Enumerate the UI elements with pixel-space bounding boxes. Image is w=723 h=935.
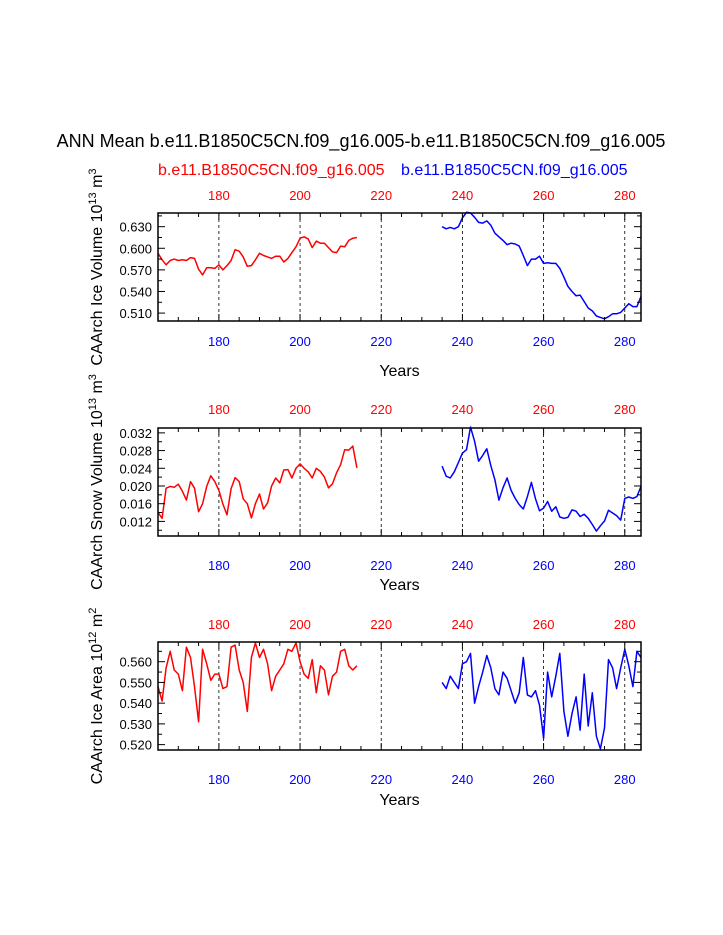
y-tick-label: 0.012 [119, 514, 152, 529]
x-tick-label-top: 280 [614, 402, 636, 417]
series-line-case2 [441, 426, 642, 532]
y-axis-label-part: 13 [87, 398, 99, 410]
y-tick-label: 0.032 [119, 426, 152, 441]
x-tick-label-top: 260 [533, 617, 555, 632]
y-tick-label: 0.540 [119, 284, 152, 299]
x-tick-label-top: 280 [614, 617, 636, 632]
y-axis-label-part: CAArch Ice Volume 10 [89, 204, 106, 365]
x-axis-label: Years [379, 577, 419, 594]
x-tick-label-bottom: 180 [208, 772, 230, 787]
x-tick-label-bottom: 200 [289, 772, 311, 787]
x-axis-label: Years [379, 363, 419, 380]
y-axis-label-part: m [89, 175, 106, 193]
y-axis-label-part: 3 [87, 168, 99, 174]
y-tick-label: 0.028 [119, 444, 152, 459]
plot-frame [157, 212, 642, 322]
y-axis-label-part: 3 [87, 374, 99, 380]
y-tick-label: 0.550 [119, 675, 152, 690]
x-tick-label-top: 240 [452, 402, 474, 417]
y-tick-label: 0.560 [119, 655, 152, 670]
y-tick-label: 0.016 [119, 497, 152, 512]
x-tick-label-bottom: 200 [289, 558, 311, 573]
y-tick-label: 0.024 [119, 461, 152, 476]
x-tick-label-top: 200 [289, 188, 311, 203]
series-line-case2 [441, 648, 642, 750]
x-tick-label-bottom: 180 [208, 558, 230, 573]
x-tick-label-top: 180 [208, 188, 230, 203]
y-axis-label: CAArch Ice Volume 1013 m3 [87, 168, 106, 365]
y-axis-label: CAArch Ice Area 1012 m2 [87, 608, 106, 785]
x-tick-label-bottom: 260 [533, 558, 555, 573]
x-tick-label-bottom: 280 [614, 558, 636, 573]
y-axis-label-part: 12 [87, 632, 99, 644]
x-tick-label-bottom: 220 [370, 558, 392, 573]
y-tick-label: 0.510 [119, 306, 152, 321]
x-tick-label-bottom: 200 [289, 334, 311, 349]
x-tick-label-bottom: 220 [370, 334, 392, 349]
x-tick-label-top: 220 [370, 188, 392, 203]
y-tick-label: 0.020 [119, 479, 152, 494]
x-tick-label-top: 180 [208, 617, 230, 632]
y-axis-label-part: CAArch Ice Area 10 [89, 644, 106, 785]
x-tick-label-top: 180 [208, 402, 230, 417]
x-tick-label-top: 260 [533, 402, 555, 417]
y-tick-label: 0.540 [119, 696, 152, 711]
legend-case1: b.e11.B1850C5CN.f09_g16.005 [158, 162, 385, 179]
y-axis-label-part: CAArch Snow Volume 10 [89, 410, 106, 590]
x-tick-label-bottom: 280 [614, 334, 636, 349]
panel-2: 180 180 200 200 220 220 240 240 260 260 280 280 0.01… [87, 374, 642, 594]
legend-case2: b.e11.B1850C5CN.f09_g16.005 [401, 162, 628, 179]
y-tick-label: 0.600 [119, 241, 152, 256]
plot-frame [157, 641, 642, 751]
panel-1: 180 180 200 200 220 220 240 240 260 260 280 280 0.51… [87, 168, 642, 380]
series-line-case1 [157, 445, 358, 520]
x-tick-label-top: 200 [289, 617, 311, 632]
y-axis-label-part: 2 [87, 608, 99, 614]
x-tick-label-top: 220 [370, 402, 392, 417]
x-tick-label-bottom: 240 [452, 334, 474, 349]
y-axis-label-part: 13 [87, 192, 99, 204]
y-tick-label: 0.530 [119, 717, 152, 732]
x-tick-label-bottom: 260 [533, 772, 555, 787]
series-line-case1 [157, 642, 358, 723]
y-axis-label-part: m [89, 380, 106, 398]
x-tick-label-bottom: 180 [208, 334, 230, 349]
y-tick-label: 0.570 [119, 263, 152, 278]
panel-3: 180 180 200 200 220 220 240 240 260 260 280 280 0.52… [87, 608, 642, 809]
x-tick-label-bottom: 240 [452, 558, 474, 573]
x-axis-label: Years [379, 792, 419, 809]
chart-title: ANN Mean b.e11.B1850C5CN.f09_g16.005-b.e… [57, 131, 666, 152]
x-tick-label-top: 240 [452, 617, 474, 632]
series-line-case2 [441, 211, 642, 320]
x-tick-label-top: 240 [452, 188, 474, 203]
x-tick-label-bottom: 260 [533, 334, 555, 349]
panels-group: 180 180 200 200 220 220 240 240 260 260 280 280 0.51… [87, 168, 642, 809]
y-axis-label: CAArch Snow Volume 1013 m3 [87, 374, 106, 590]
x-tick-label-bottom: 240 [452, 772, 474, 787]
y-tick-label: 0.520 [119, 738, 152, 753]
y-axis-label-part: m [89, 614, 106, 632]
x-tick-label-bottom: 220 [370, 772, 392, 787]
plot-frame [157, 427, 642, 537]
x-tick-label-top: 280 [614, 188, 636, 203]
x-tick-label-bottom: 280 [614, 772, 636, 787]
x-tick-label-top: 220 [370, 617, 392, 632]
x-tick-label-top: 200 [289, 402, 311, 417]
series-line-case1 [157, 236, 358, 276]
x-tick-label-top: 260 [533, 188, 555, 203]
y-tick-label: 0.630 [119, 220, 152, 235]
